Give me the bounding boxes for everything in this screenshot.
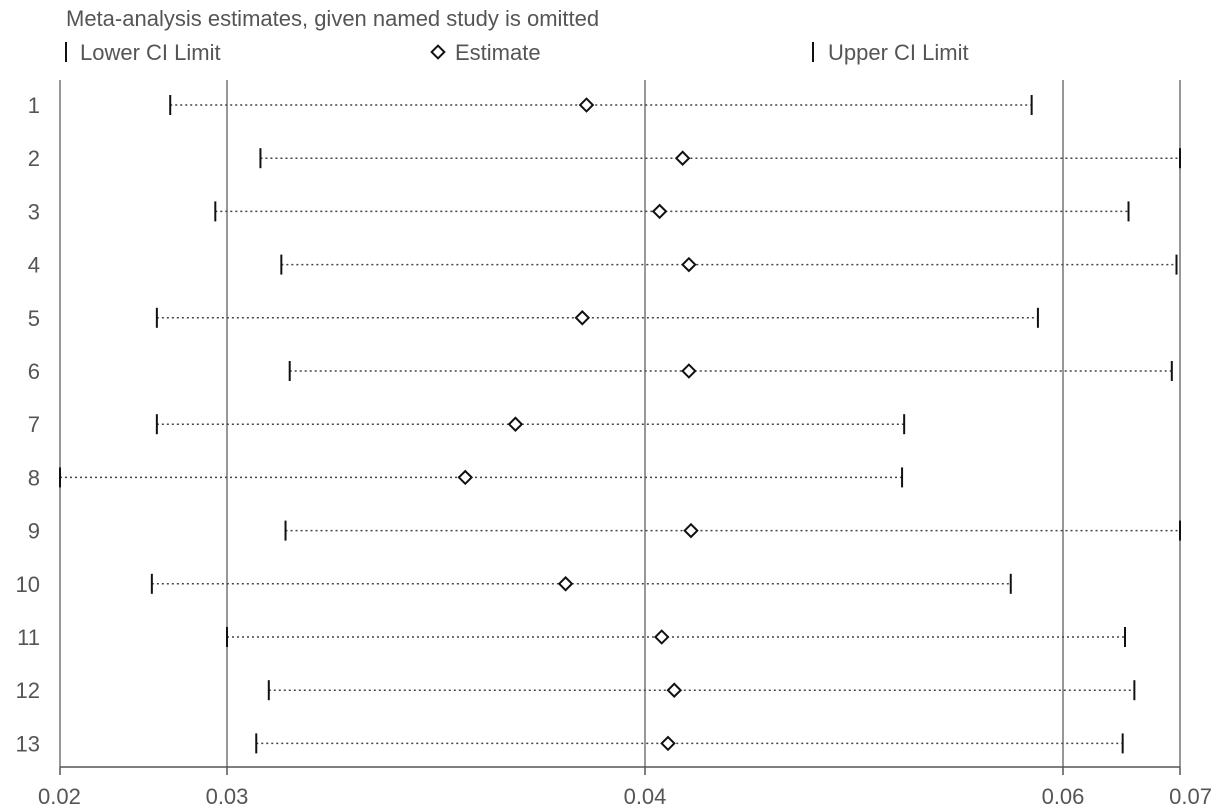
x-tick-label: 0.07 [1169,784,1212,809]
ci-row [214,201,1130,222]
chart-title: Meta-analysis estimates, given named stu… [66,6,599,31]
x-tick-label: 0.04 [624,784,667,809]
estimate-marker [683,522,699,539]
study-label: 3 [28,199,40,224]
estimate-marker [681,256,697,273]
x-tick-label: 0.03 [206,784,249,809]
ci-row [288,361,1173,381]
study-label: 11 [17,625,40,650]
study-label: 4 [28,253,40,278]
estimate-marker [681,363,697,379]
ci-row [169,95,1033,115]
study-label: 1 [28,93,40,118]
study-label: 7 [28,412,40,437]
ci-row [155,414,906,435]
estimate-marker [674,150,691,166]
estimate-marker [557,576,574,592]
ci-row [284,520,1181,541]
legend: Lower CI Limit Estimate Upper CI Limit [65,40,969,65]
ci-row [255,733,1124,754]
ci-row [267,680,1136,701]
legend-lower-ci-label: Lower CI Limit [80,40,221,65]
legend-upper-ci-label: Upper CI Limit [828,40,969,65]
ci-row [59,467,904,488]
study-label: 2 [28,146,40,171]
estimate-marker [578,97,595,113]
study-label: 5 [28,306,40,331]
ci-row [280,254,1178,275]
ci-rows [59,95,1181,754]
estimate-marker [666,682,683,698]
estimate-marker [660,735,676,752]
legend-estimate-label: Estimate [455,40,541,65]
estimate-marker [507,416,524,432]
ci-row [150,573,1012,594]
estimate-marker [574,310,591,326]
study-label: 13 [16,731,40,756]
study-label: 12 [16,678,40,703]
ci-row [259,148,1181,169]
study-label: 9 [28,519,40,544]
estimate-marker [651,203,668,220]
study-label: 10 [16,572,40,597]
estimate-marker [457,469,474,486]
legend-estimate-marker [430,44,446,60]
ci-row [226,627,1127,647]
x-tick-label: 0.06 [1042,784,1085,809]
x-axis: 0.02 0.03 0.04 0.06 0.07 [38,766,1212,809]
study-label: 8 [28,465,40,490]
estimate-marker [653,629,670,645]
x-tick-label: 0.02 [38,784,81,809]
ci-row [155,307,1039,328]
study-label: 6 [28,359,40,384]
